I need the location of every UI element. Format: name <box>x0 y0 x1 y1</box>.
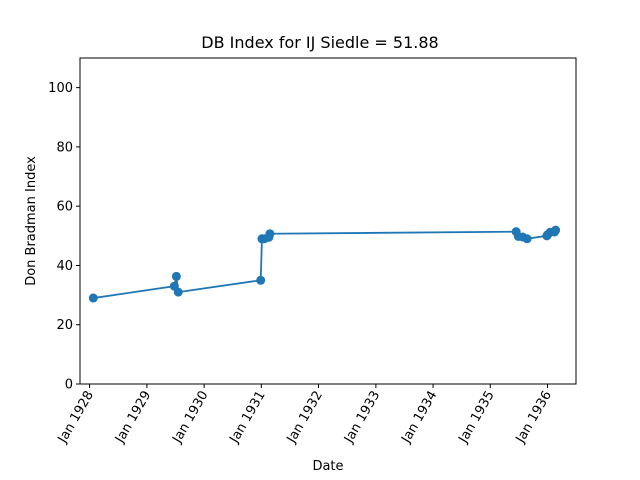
x-axis-label: Date <box>312 459 343 474</box>
x-tick-label: Jan 1928 <box>55 389 97 447</box>
x-tick-label: Jan 1935 <box>456 389 498 447</box>
y-tick-label: 60 <box>56 200 73 215</box>
y-tick-label: 80 <box>56 140 73 155</box>
x-tick-label: Jan 1931 <box>227 389 269 447</box>
y-tick-label: 20 <box>56 318 73 333</box>
series-line <box>93 229 557 299</box>
data-point <box>256 275 266 285</box>
x-tick-label: Jan 1934 <box>398 389 440 447</box>
plot-area <box>88 225 561 303</box>
y-axis-label: Don Bradman Index <box>24 156 39 286</box>
x-tick-label: Jan 1930 <box>169 389 211 447</box>
y-tick-label: 40 <box>56 259 73 274</box>
plot-frame <box>79 57 577 385</box>
y-axis: 0 20 40 60 80 100 <box>48 81 80 393</box>
data-point <box>88 293 98 303</box>
data-point <box>171 271 181 281</box>
x-tick-label: Jan 1929 <box>112 389 154 447</box>
chart-title: DB Index for IJ Siedle = 51.88 <box>201 33 438 52</box>
y-tick-label: 100 <box>48 81 73 96</box>
data-point <box>551 225 561 235</box>
x-tick-label: Jan 1936 <box>513 389 555 447</box>
y-tick-label: 0 <box>65 378 73 393</box>
x-axis: Jan 1928 Jan 1929 Jan 1930 Jan 1931 Jan 1932… <box>55 384 555 446</box>
data-point <box>522 234 532 244</box>
x-tick-label: Jan 1932 <box>284 389 326 447</box>
x-tick-label: Jan 1933 <box>341 389 383 447</box>
data-point <box>173 287 183 297</box>
data-point <box>265 229 275 239</box>
